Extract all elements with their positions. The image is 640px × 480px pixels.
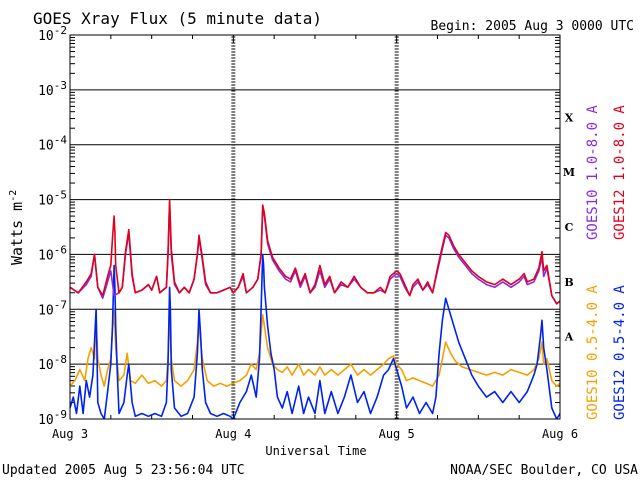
y-tick-label: 10-3: [38, 79, 67, 99]
x-tick-labels: Aug 3 Aug 4 Aug 5 Aug 6: [52, 427, 578, 441]
x-tick-label: Aug 4: [215, 427, 251, 441]
x-axis-label: Universal Time: [265, 444, 366, 458]
y-tick-base: 10: [38, 194, 54, 209]
y-tick-exp: -5: [54, 189, 67, 202]
y-tick-base: 10: [38, 358, 54, 373]
y-axis-label: Watts m-2: [8, 190, 26, 265]
y-tick-exp: -7: [54, 298, 67, 311]
y-tick-exp: -3: [54, 79, 67, 92]
y-tick-exp: -8: [54, 353, 67, 366]
y-tick-label: 10-6: [38, 243, 67, 263]
y-tick-exp: -4: [54, 134, 68, 147]
legend-entry-goes12-1-0-8-0-a: GOES12 1.0-8.0 A: [612, 105, 628, 240]
grid-layer: [69, 35, 561, 419]
flare-class-label: A: [564, 331, 574, 344]
series-line-goes10-0-5-4-0-a: [70, 308, 560, 387]
y-tick-base: 10: [38, 248, 54, 263]
flare-class-label: X: [565, 111, 574, 124]
legend-entry-goes10-1-0-8-0-a: GOES10 1.0-8.0 A: [585, 105, 601, 240]
y-tick-labels: 10-210-310-410-510-610-710-810-9: [38, 24, 67, 428]
y-tick-exp: -2: [54, 24, 67, 37]
y-tick-base: 10: [38, 29, 54, 44]
x-tick-label: Aug 5: [379, 427, 415, 441]
x-tick-label: Aug 3: [52, 427, 88, 441]
y-tick-label: 10-4: [38, 134, 67, 154]
footer-source: NOAA/SEC Boulder, CO USA: [450, 463, 638, 478]
y-tick-exp: -9: [54, 408, 67, 421]
legend-entry-goes10-0-5-4-0-a: GOES10 0.5-4.0 A: [585, 285, 601, 420]
legend: GOES10 1.0-8.0 A GOES12 1.0-8.0 A GOES10 0…: [585, 105, 628, 420]
y-tick-label: 10-7: [38, 298, 67, 318]
flare-class-label: B: [564, 276, 573, 289]
y-tick-base: 10: [38, 413, 54, 428]
y-tick-exp: -6: [54, 243, 67, 256]
footer-updated: Updated 2005 Aug 5 23:56:04 UTC: [2, 463, 245, 478]
x-tick-label: Aug 6: [542, 427, 578, 441]
y-axis-label-main: Watts m: [8, 202, 26, 265]
series-line-goes12-0-5-4-0-a: [70, 253, 560, 419]
chart-title: GOES Xray Flux (5 minute data): [33, 9, 322, 28]
y-tick-label: 10-5: [38, 189, 67, 209]
y-tick-label: 10-2: [38, 24, 67, 44]
begin-label: Begin: 2005 Aug 3 0000 UTC: [431, 19, 635, 34]
y-tick-base: 10: [38, 139, 54, 154]
y-tick-label: 10-9: [38, 408, 67, 428]
series-layer: [70, 198, 560, 419]
y-tick-label: 10-8: [38, 353, 67, 373]
flare-class-label: M: [563, 166, 575, 179]
legend-entry-goes12-0-5-4-0-a: GOES12 0.5-4.0 A: [612, 285, 628, 420]
series-line-goes12-1-0-8-0-a: [70, 198, 560, 305]
flare-class-labels: X M C B A: [563, 111, 575, 343]
flare-class-label: C: [565, 221, 574, 234]
y-tick-base: 10: [38, 84, 54, 99]
y-tick-base: 10: [38, 303, 54, 318]
y-axis-label-exp: -2: [8, 190, 19, 202]
ylabel-group: Watts m-2: [8, 190, 26, 265]
plot-frame: [69, 34, 561, 420]
